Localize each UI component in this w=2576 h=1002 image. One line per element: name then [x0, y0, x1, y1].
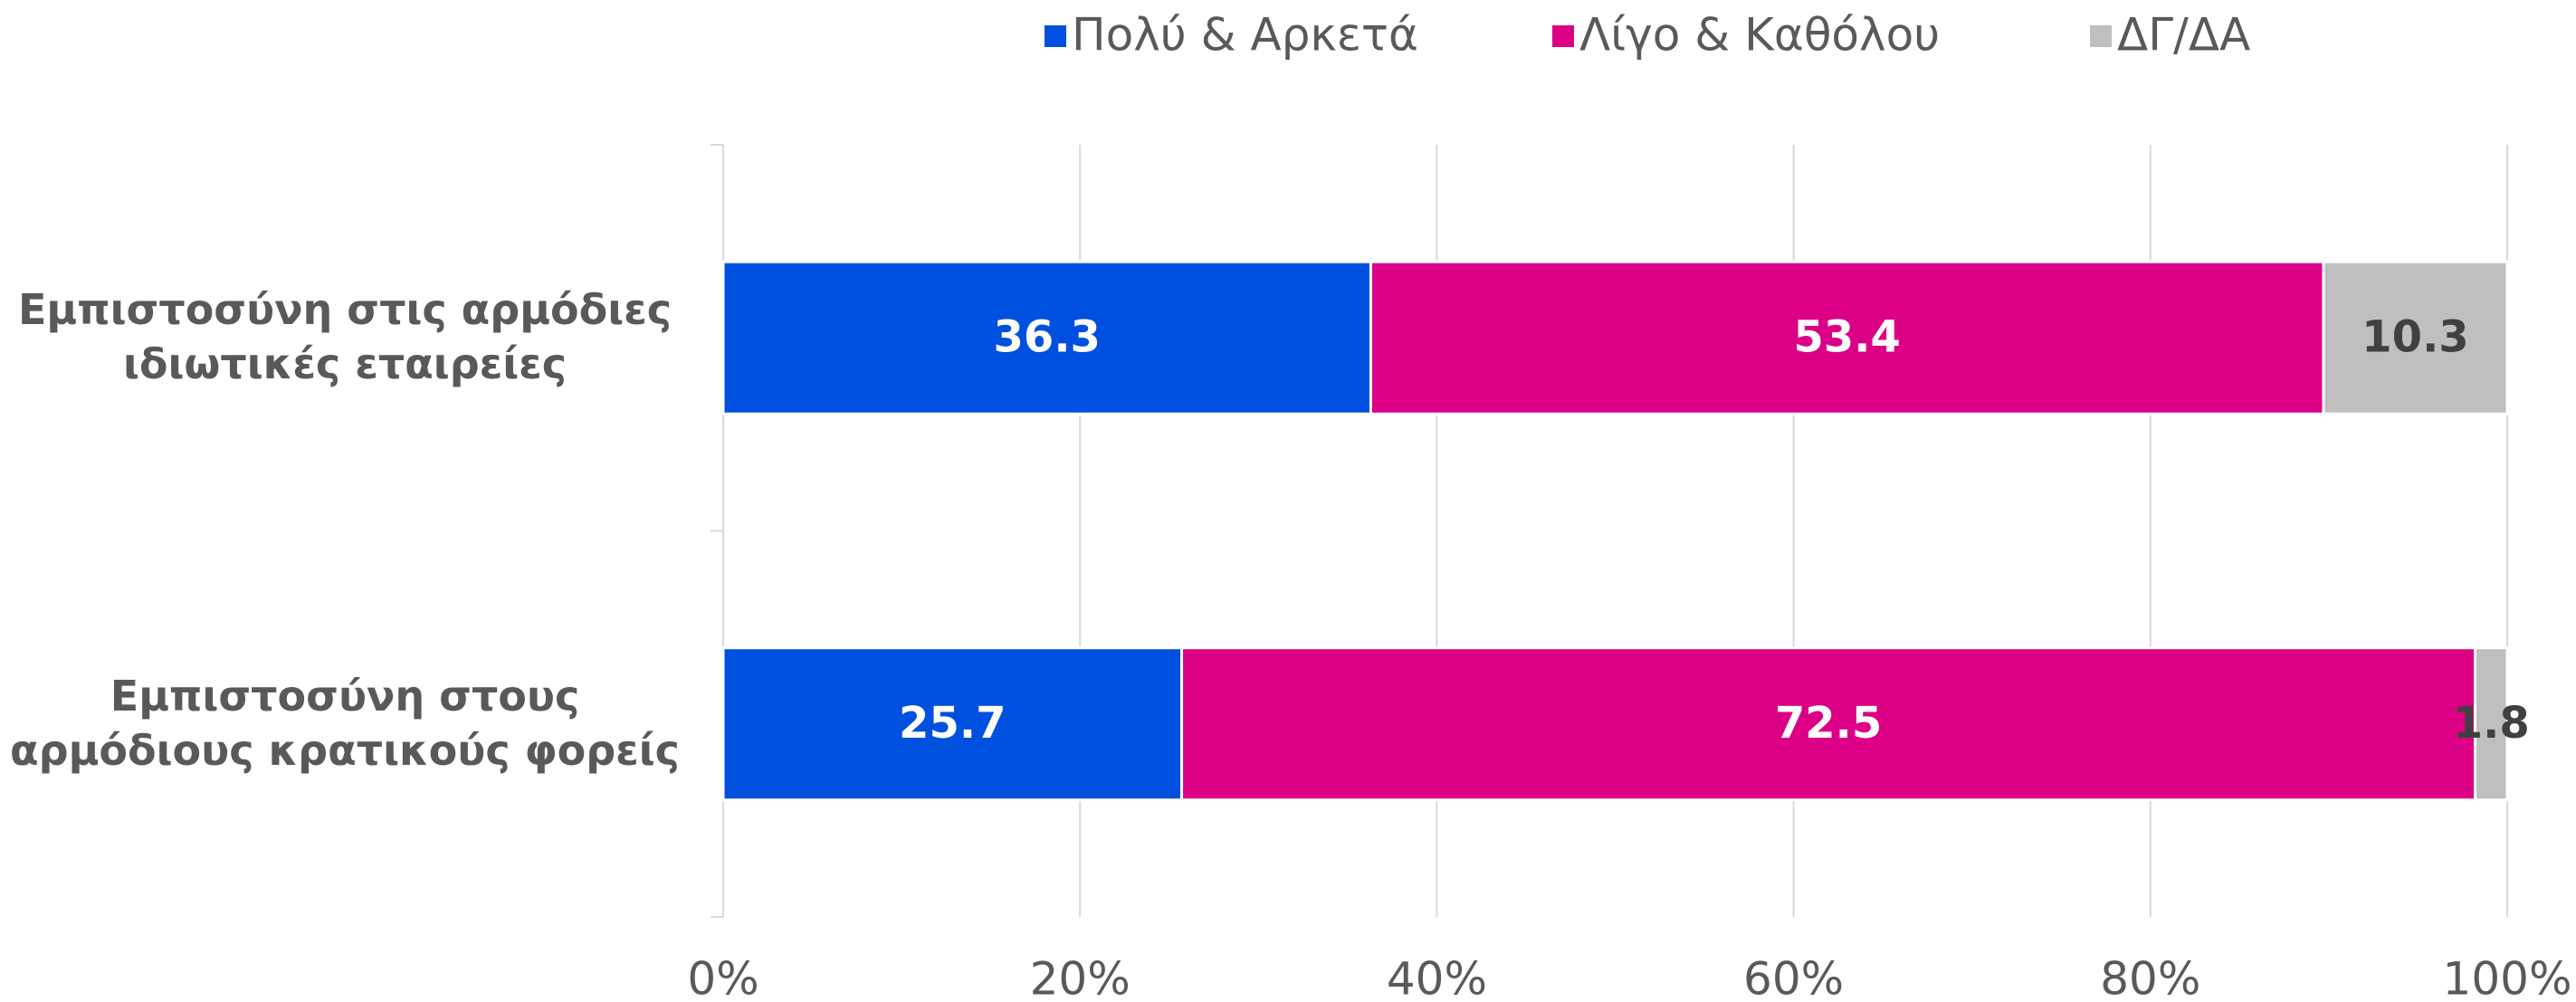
legend-swatch: [1045, 25, 1066, 47]
x-tick-label: 40%: [1387, 953, 1487, 1002]
legend-swatch: [1552, 25, 1574, 47]
bar-segment: [1369, 260, 2325, 415]
value-label: 36.3: [994, 311, 1101, 362]
bar-segment: [2474, 646, 2509, 802]
value-label: 1.8: [2453, 698, 2530, 749]
x-tick-label: 80%: [2100, 953, 2200, 1002]
x-tick-label: 60%: [1743, 953, 1844, 1002]
legend-swatch: [2090, 25, 2112, 47]
value-label: 25.7: [899, 698, 1006, 749]
legend-label: Πολύ & Αρκετά: [1072, 9, 1418, 62]
bar-segment: [2322, 260, 2509, 415]
category-label: Εμπιστοσύνη στις αρμόδιες ιδιωτικές εται…: [17, 285, 673, 389]
legend-label: ΔΓ/ΔΑ: [2117, 9, 2250, 62]
x-tick-label: 20%: [1030, 953, 1131, 1002]
bar-segment: [721, 646, 1184, 802]
legend-label: Λίγο & Καθόλου: [1579, 9, 1940, 62]
value-label: 10.3: [2361, 311, 2468, 362]
bar-segment: [1180, 646, 2477, 802]
category-label: Εμπιστοσύνη στους αρμόδιους κρατικούς φο…: [10, 671, 680, 775]
value-label: 53.4: [1794, 311, 1901, 362]
value-label: 72.5: [1775, 698, 1882, 749]
x-tick-label: 0%: [687, 953, 758, 1002]
x-tick-label: 100%: [2443, 953, 2572, 1002]
